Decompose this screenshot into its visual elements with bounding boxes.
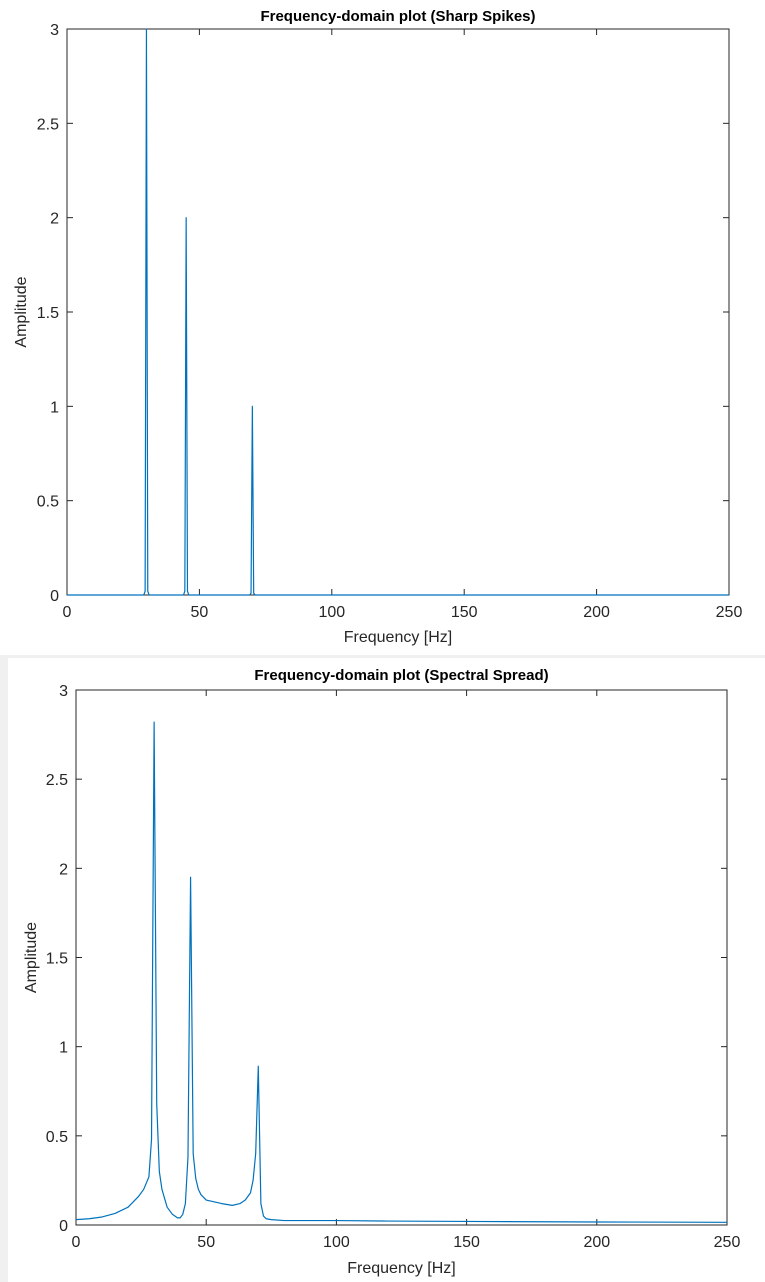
x-axis-label: Frequency [Hz] (347, 1260, 455, 1277)
series-line (67, 28, 729, 596)
x-tick-label: 200 (583, 604, 610, 621)
chart-sharp-spikes-svg: 0 50 100 150 200 250 0 0.5 1 1.5 2 2.5 3 Frequency-do… (13, 8, 743, 646)
y-axis-label: Amplitude (23, 922, 40, 993)
y-tick-label: 3 (59, 683, 68, 700)
x-tick-label: 0 (63, 604, 72, 621)
y-tick-label: 1 (50, 399, 59, 416)
chart-title: Frequency-domain plot (Spectral Spread) (254, 667, 548, 684)
y-tick-label: 2.5 (37, 116, 59, 133)
chart-spectral-spread-svg: 0 50 100 150 200 250 0 0.5 1 1.5 2 2.5 3 Frequency-do… (23, 667, 741, 1277)
x-tick-label: 250 (714, 1234, 741, 1251)
y-tick-label: 1.5 (37, 305, 59, 322)
y-tick-label: 2 (50, 211, 59, 228)
plot-area (66, 28, 730, 596)
y-tick-label: 0.5 (46, 1129, 68, 1146)
plot-area (75, 689, 728, 1226)
y-tick-label: 0 (50, 588, 59, 605)
x-tick-label: 150 (451, 604, 478, 621)
x-axis-label: Frequency [Hz] (344, 629, 452, 646)
chart-sharp-spikes: 0 50 100 150 200 250 0 0.5 1 1.5 2 2.5 3 Frequency-do… (0, 0, 765, 655)
y-tick-label: 1.5 (46, 951, 68, 968)
x-tick-label: 250 (716, 604, 743, 621)
y-tick-label: 1 (59, 1040, 68, 1057)
series-line (75, 721, 728, 1223)
x-tick-label: 100 (323, 1234, 350, 1251)
x-tick-label: 50 (191, 604, 209, 621)
y-tick-label: 3 (50, 22, 59, 39)
y-tick-label: 2.5 (46, 772, 68, 789)
chart-spectral-spread: 0 50 100 150 200 250 0 0.5 1 1.5 2 2.5 3 Frequency-do… (8, 658, 765, 1282)
x-tick-label: 200 (583, 1234, 610, 1251)
y-tick-label: 0 (59, 1218, 68, 1235)
y-axis-label: Amplitude (13, 276, 30, 347)
x-tick-label: 100 (318, 604, 345, 621)
x-tick-label: 150 (453, 1234, 480, 1251)
x-tick-label: 50 (197, 1234, 215, 1251)
chart-title: Frequency-domain plot (Sharp Spikes) (260, 8, 535, 25)
y-tick-label: 0.5 (37, 494, 59, 511)
x-tick-label: 0 (72, 1234, 81, 1251)
y-tick-label: 2 (59, 861, 68, 878)
